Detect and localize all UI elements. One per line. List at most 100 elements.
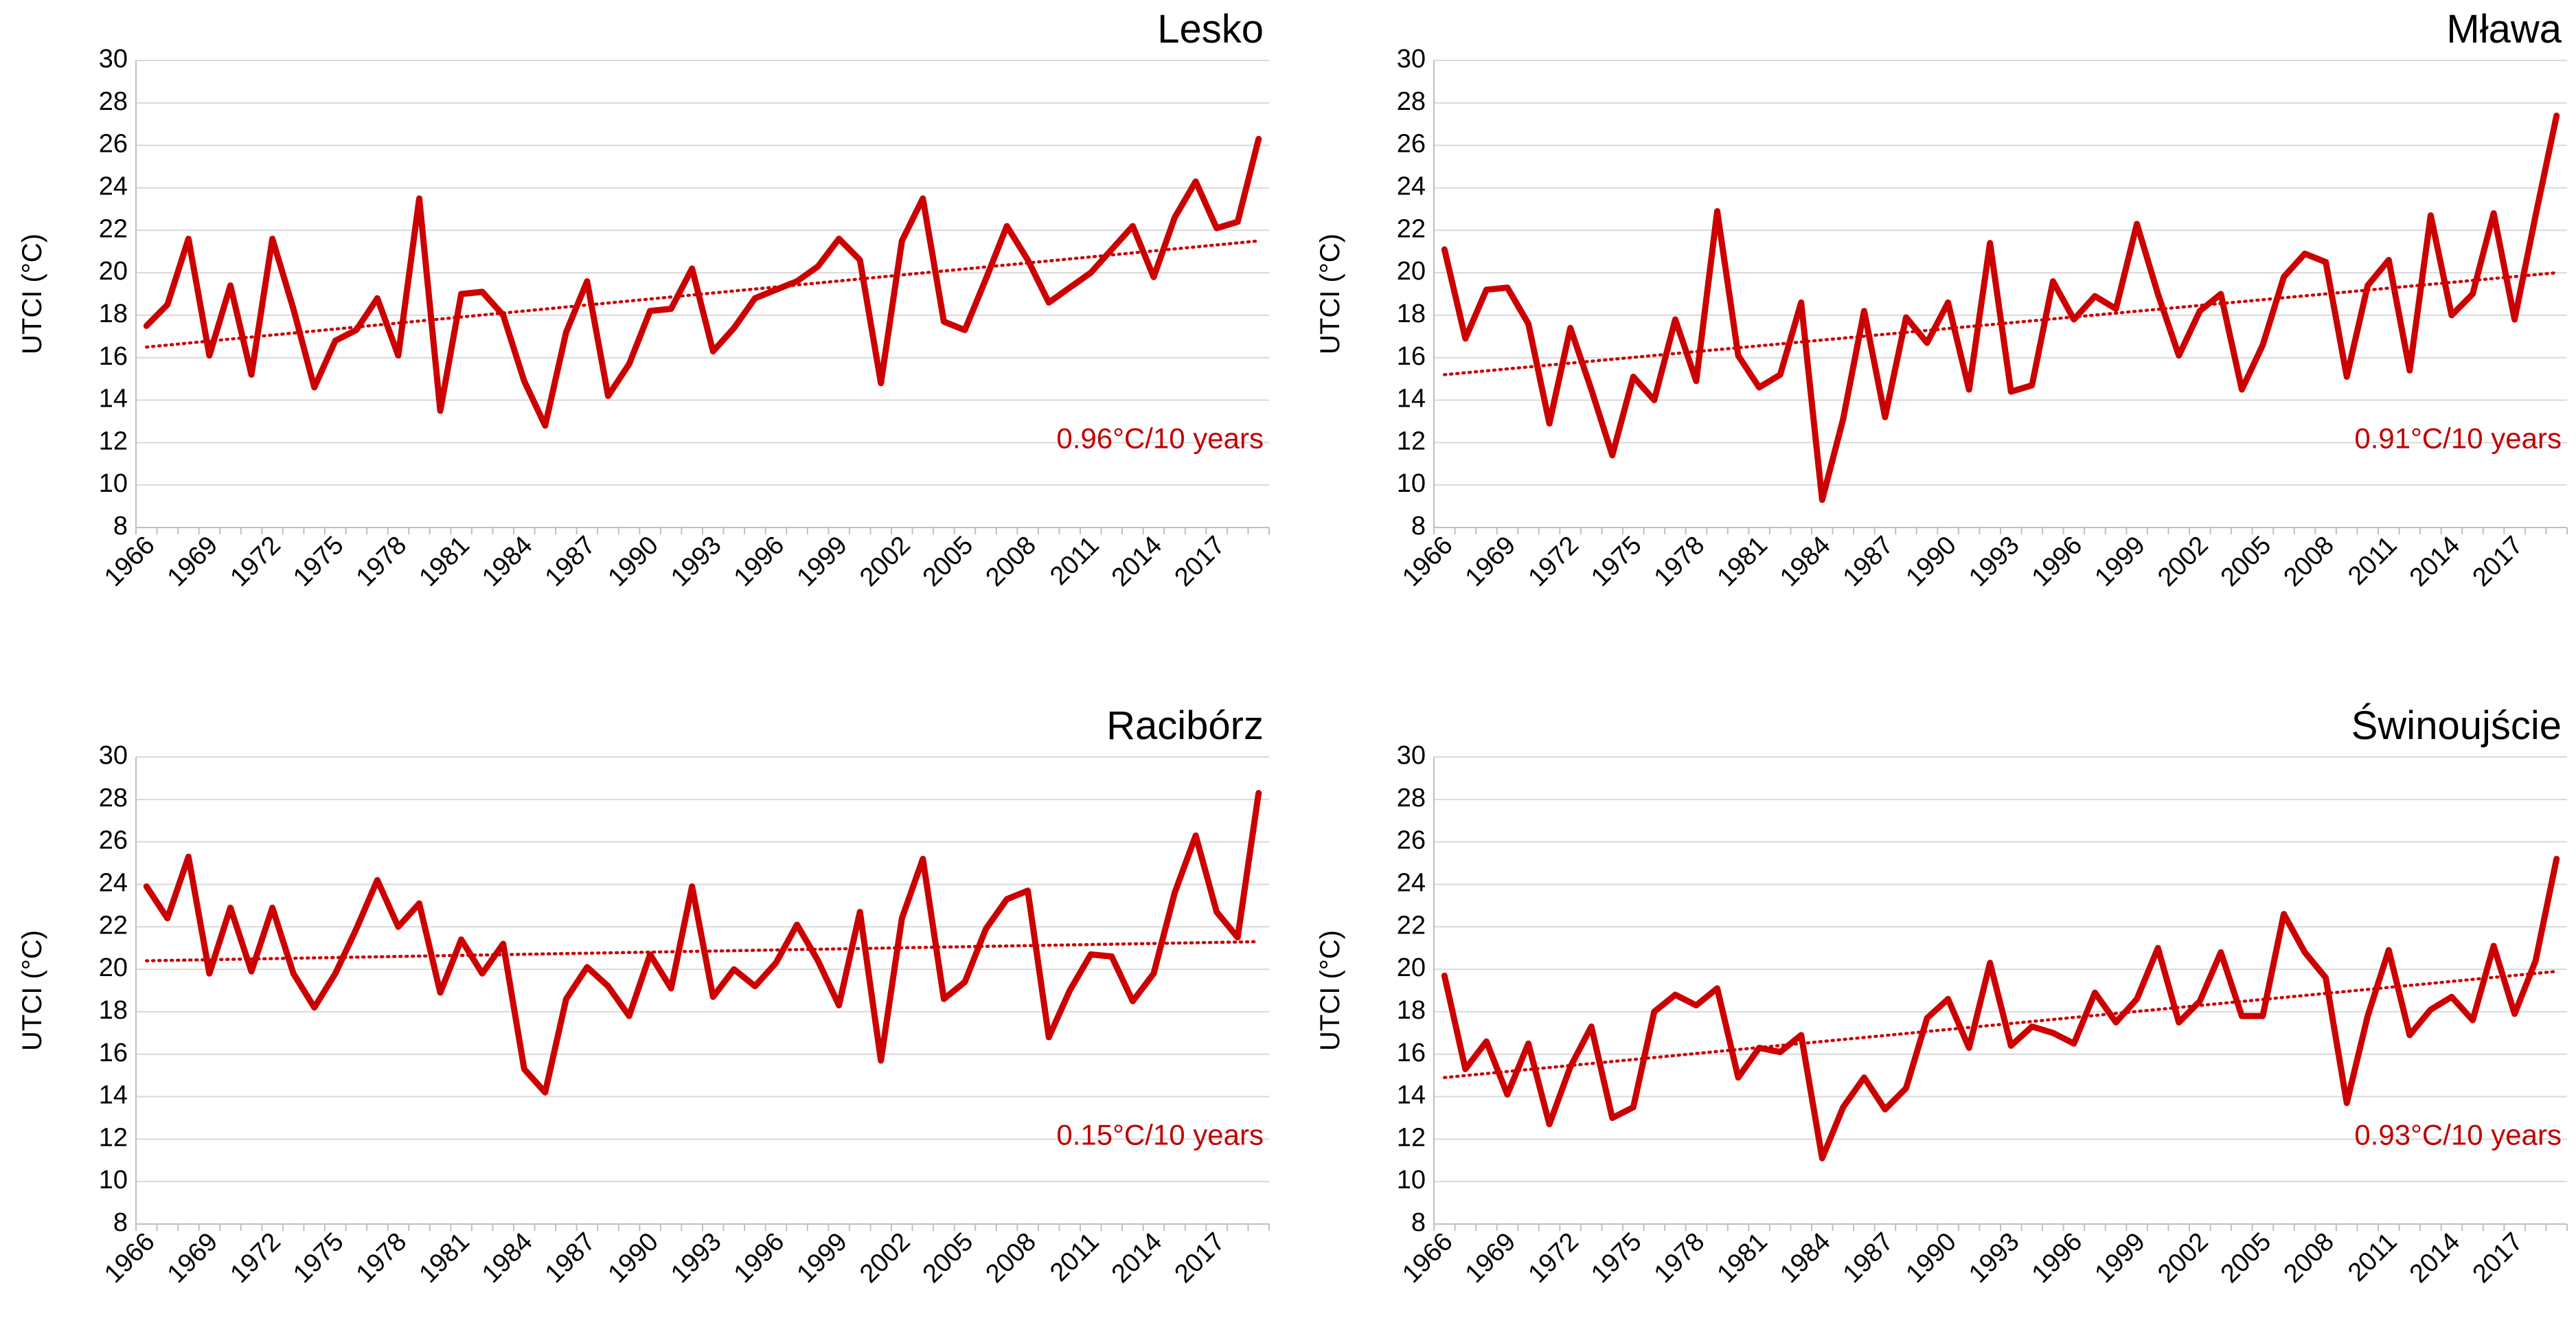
x-tick-label: 1984 [477, 531, 538, 592]
data-point [1548, 422, 1551, 425]
y-tick-label: 12 [1397, 1123, 1426, 1152]
data-point [2303, 951, 2306, 953]
data-point [523, 1067, 525, 1070]
data-point [985, 927, 988, 930]
data-point [1089, 271, 1092, 274]
data-point [2136, 997, 2139, 1000]
data-point [607, 394, 610, 397]
x-tick-label: 1993 [1963, 531, 2025, 592]
data-point [880, 382, 882, 385]
y-tick-label: 26 [99, 130, 128, 159]
data-point [2178, 1021, 2180, 1023]
data-point [1005, 898, 1008, 901]
y-tick-label: 16 [99, 1039, 128, 1067]
x-tick-label: 1999 [2089, 531, 2150, 592]
data-point [1695, 1004, 1698, 1007]
data-point [187, 238, 190, 240]
data-point [2429, 1008, 2432, 1011]
data-point [1968, 1046, 1970, 1049]
data-point [2051, 280, 2054, 282]
x-tick-label: 1981 [1711, 531, 1773, 592]
data-point [1110, 248, 1113, 251]
x-tick-label: 1984 [477, 1227, 538, 1289]
data-point [817, 960, 819, 962]
data-point [1632, 1106, 1634, 1109]
data-point [2325, 976, 2327, 979]
y-tick-label: 8 [1411, 512, 1426, 541]
data-point [586, 280, 589, 282]
x-tick-label: 2017 [1169, 1227, 1230, 1289]
data-point [208, 354, 211, 357]
data-point [1590, 388, 1593, 391]
x-tick-label: 1972 [225, 531, 286, 592]
data-point [2387, 259, 2390, 262]
y-axis-label: UTCI (°C) [1315, 234, 1345, 354]
data-point [1737, 1076, 1740, 1079]
data-point [1779, 1051, 1781, 1054]
x-tick-label: 1984 [1775, 1227, 1836, 1289]
data-point [502, 942, 505, 945]
series-line-raciborz [143, 790, 1262, 1096]
trend-annotation: 0.91°C/10 years [2354, 422, 2562, 454]
x-tick-label: 1993 [665, 531, 727, 592]
chart-title: Racibórz [1106, 703, 1264, 748]
x-tick-label: 2011 [1045, 531, 1104, 591]
x-tick-label: 1966 [99, 531, 160, 592]
data-point [838, 238, 841, 240]
data-point [1174, 216, 1176, 219]
data-point [2009, 1044, 2012, 1047]
data-point [1194, 834, 1197, 837]
y-tick-label: 14 [1397, 385, 1426, 414]
y-tick-label: 24 [99, 868, 128, 897]
data-point [1069, 989, 1071, 992]
x-tick-label: 1969 [162, 531, 223, 592]
data-point [418, 902, 421, 905]
data-point [649, 953, 652, 955]
data-point [1590, 1026, 1593, 1028]
data-point [2450, 314, 2453, 317]
data-point [1152, 275, 1155, 278]
y-tick-label: 28 [99, 784, 128, 813]
data-point [858, 259, 861, 262]
data-point [1527, 322, 1530, 325]
data-point [2534, 214, 2537, 217]
x-tick-label: 2002 [854, 531, 915, 592]
data-point [1611, 1116, 1614, 1119]
data-point [460, 293, 463, 295]
data-point [1842, 418, 1845, 420]
data-point [2514, 1012, 2516, 1015]
y-tick-label: 24 [99, 172, 128, 201]
x-tick-label: 2017 [1169, 531, 1230, 592]
data-point [858, 911, 861, 914]
data-point [964, 981, 966, 984]
y-tick-label: 26 [1397, 826, 1426, 855]
x-tick-label: 2011 [2343, 1227, 2402, 1287]
y-tick-label: 10 [99, 1166, 128, 1195]
data-point [2345, 1102, 2348, 1105]
data-point [2051, 1032, 2054, 1034]
data-point [1005, 225, 1008, 227]
x-tick-label: 2011 [2343, 531, 2402, 591]
data-point [481, 972, 483, 975]
data-point [250, 970, 253, 973]
x-tick-label: 2002 [854, 1227, 915, 1289]
data-point [670, 987, 672, 990]
y-tick-label: 18 [99, 996, 128, 1025]
data-point [2136, 223, 2139, 225]
chart-title: Mława [2446, 7, 2562, 52]
data-point [1506, 1093, 1509, 1096]
y-axis-label: UTCI (°C) [17, 930, 47, 1051]
data-point [1506, 286, 1509, 289]
x-tick-label: 1990 [1900, 1227, 1961, 1289]
data-point [1027, 259, 1029, 262]
data-point [1174, 892, 1176, 894]
y-tick-label: 16 [1397, 1039, 1426, 1067]
y-tick-label: 30 [99, 45, 128, 73]
data-point [1884, 1108, 1887, 1111]
x-tick-label: 1966 [1397, 531, 1458, 592]
data-point [2472, 293, 2474, 295]
